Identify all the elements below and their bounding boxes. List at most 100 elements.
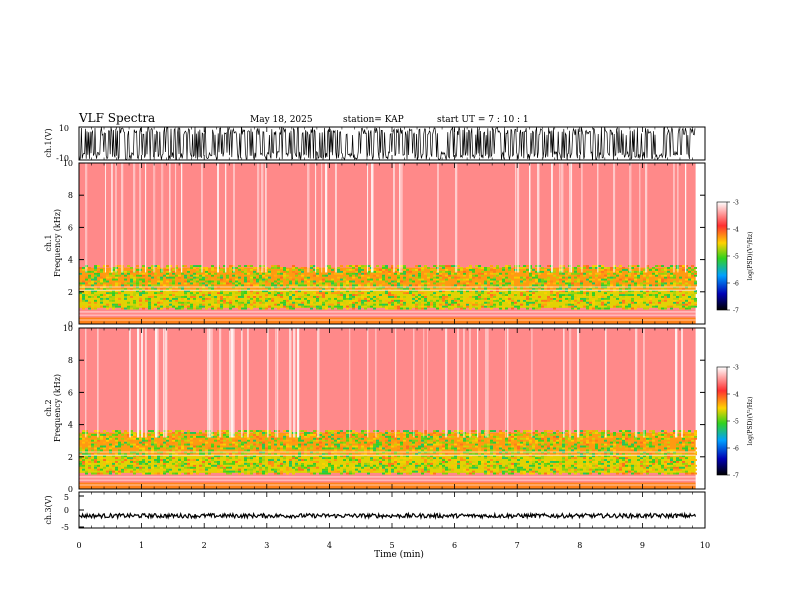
spectrogram-cell: [79, 437, 82, 440]
spectrogram-cell: [655, 294, 658, 296]
spectrogram-cell: [442, 459, 445, 461]
spectrogram-cell: [241, 441, 244, 444]
spectrogram-cell: [247, 437, 250, 440]
spectrogram-cell: [169, 472, 172, 475]
spectrogram-cell: [259, 267, 262, 269]
spectrogram-cell: [322, 307, 325, 310]
spectrogram-cell: [346, 284, 349, 287]
spectrogram-cell: [298, 459, 301, 461]
spectrogram-cell: [154, 276, 157, 279]
spectrogram-cell: [196, 276, 199, 279]
spectrogram-cell: [349, 305, 352, 308]
spectrogram-cell: [91, 307, 94, 310]
spectrogram-cell: [157, 284, 160, 287]
spectrogram-cell: [403, 284, 406, 287]
spectrogram-cell: [619, 294, 622, 296]
spectrogram-cell: [163, 459, 166, 461]
spectrogram-cell: [535, 433, 538, 436]
frequency-tick-label: 4: [68, 256, 73, 265]
spectrogram-cell: [514, 290, 517, 293]
spectrogram-cell: [481, 267, 484, 269]
spectrogram-cell: [424, 455, 427, 458]
spectrogram-cell: [226, 295, 229, 298]
spectrogram-cell: [379, 443, 382, 446]
spectrogram-cell: [142, 437, 145, 440]
spectrogram-cell: [568, 272, 571, 275]
spectrogram-cell: [94, 272, 97, 275]
spectrogram-cell: [535, 278, 538, 281]
spectrogram-cell: [157, 305, 160, 308]
spectrogram-cell: [382, 449, 385, 452]
spectrogram-cell: [538, 270, 541, 273]
spectrogram-cell: [211, 455, 214, 458]
spectrogram-cell: [160, 290, 163, 293]
spectrogram-cell: [235, 301, 238, 304]
spectrogram-cell: [421, 445, 424, 448]
spectrogram-cell: [316, 305, 319, 308]
spectrogram-cell: [646, 284, 649, 287]
spectrogram-cell: [646, 303, 649, 306]
spectrogram-cell: [469, 301, 472, 304]
spectrogram-cell: [451, 284, 454, 287]
spectrogram-cell: [397, 278, 400, 281]
spectrogram-cell: [184, 305, 187, 308]
spectrogram-cell: [235, 470, 238, 473]
spectrogram-cell: [508, 433, 511, 436]
spectrogram-cell: [301, 267, 304, 269]
spectrogram-cell: [595, 439, 598, 442]
spectrogram-cell: [427, 468, 430, 471]
spectrogram-cell: [316, 267, 319, 269]
spectrogram-cell: [478, 439, 481, 442]
spectrogram-cell: [595, 274, 598, 277]
spectrogram-cell: [163, 284, 166, 287]
spectrogram-cell: [664, 307, 667, 310]
spectrogram-cell: [163, 468, 166, 471]
spectrogram-cell: [394, 460, 397, 463]
spectrogram-cell: [268, 280, 271, 283]
spectrogram-cell: [565, 459, 568, 461]
spectrogram-cell: [349, 443, 352, 446]
spectrogram-cell: [175, 472, 178, 475]
spectrogram-cell: [283, 441, 286, 444]
spectrogram-cell: [538, 459, 541, 461]
spectrogram-cell: [205, 462, 208, 465]
spectrogram-cell: [316, 457, 319, 460]
spectrogram-cell: [151, 453, 154, 456]
spectrogram-cell: [385, 468, 388, 471]
spectrogram-cell: [265, 447, 268, 450]
spectrogram-cell: [112, 435, 115, 438]
spectrogram-cell: [496, 265, 499, 268]
spectrogram-cell: [553, 472, 556, 475]
spectrogram-cell: [472, 462, 475, 465]
spectrogram-cell: [400, 459, 403, 461]
spectrogram-cell: [136, 303, 139, 306]
spectrogram-cell: [148, 295, 151, 298]
spectrogram-cell: [538, 303, 541, 306]
spectrogram-cell: [283, 437, 286, 440]
spectrogram-cell: [352, 272, 355, 275]
spectrogram-cell: [154, 472, 157, 475]
spectrogram-cell: [232, 270, 235, 273]
spectrogram-cell: [337, 430, 340, 433]
spectrogram-cell: [292, 303, 295, 306]
spectrogram-cell: [277, 453, 280, 456]
spectrogram-cell: [385, 472, 388, 475]
spectrogram-cell: [103, 288, 106, 291]
spectrogram-cell: [298, 466, 301, 469]
spectrogram-cell: [271, 464, 274, 467]
spectrogram-cell: [187, 268, 190, 271]
spectrogram-cell: [472, 430, 475, 433]
spectrogram-cell: [154, 292, 157, 295]
spectrogram-cell: [226, 447, 229, 450]
spectrogram-cell: [136, 441, 139, 444]
spectrogram-cell: [469, 435, 472, 438]
spectrogram-cell: [139, 297, 142, 300]
spectrogram-cell: [127, 464, 130, 467]
spectrogram-cell: [421, 455, 424, 458]
spectrogram-cell: [685, 278, 688, 281]
spectrogram-cell: [376, 453, 379, 456]
spectrogram-cell: [511, 299, 514, 302]
spectrogram-cell: [202, 280, 205, 283]
spectrogram-cell: [238, 268, 241, 271]
spectrogram-cell: [325, 430, 328, 433]
